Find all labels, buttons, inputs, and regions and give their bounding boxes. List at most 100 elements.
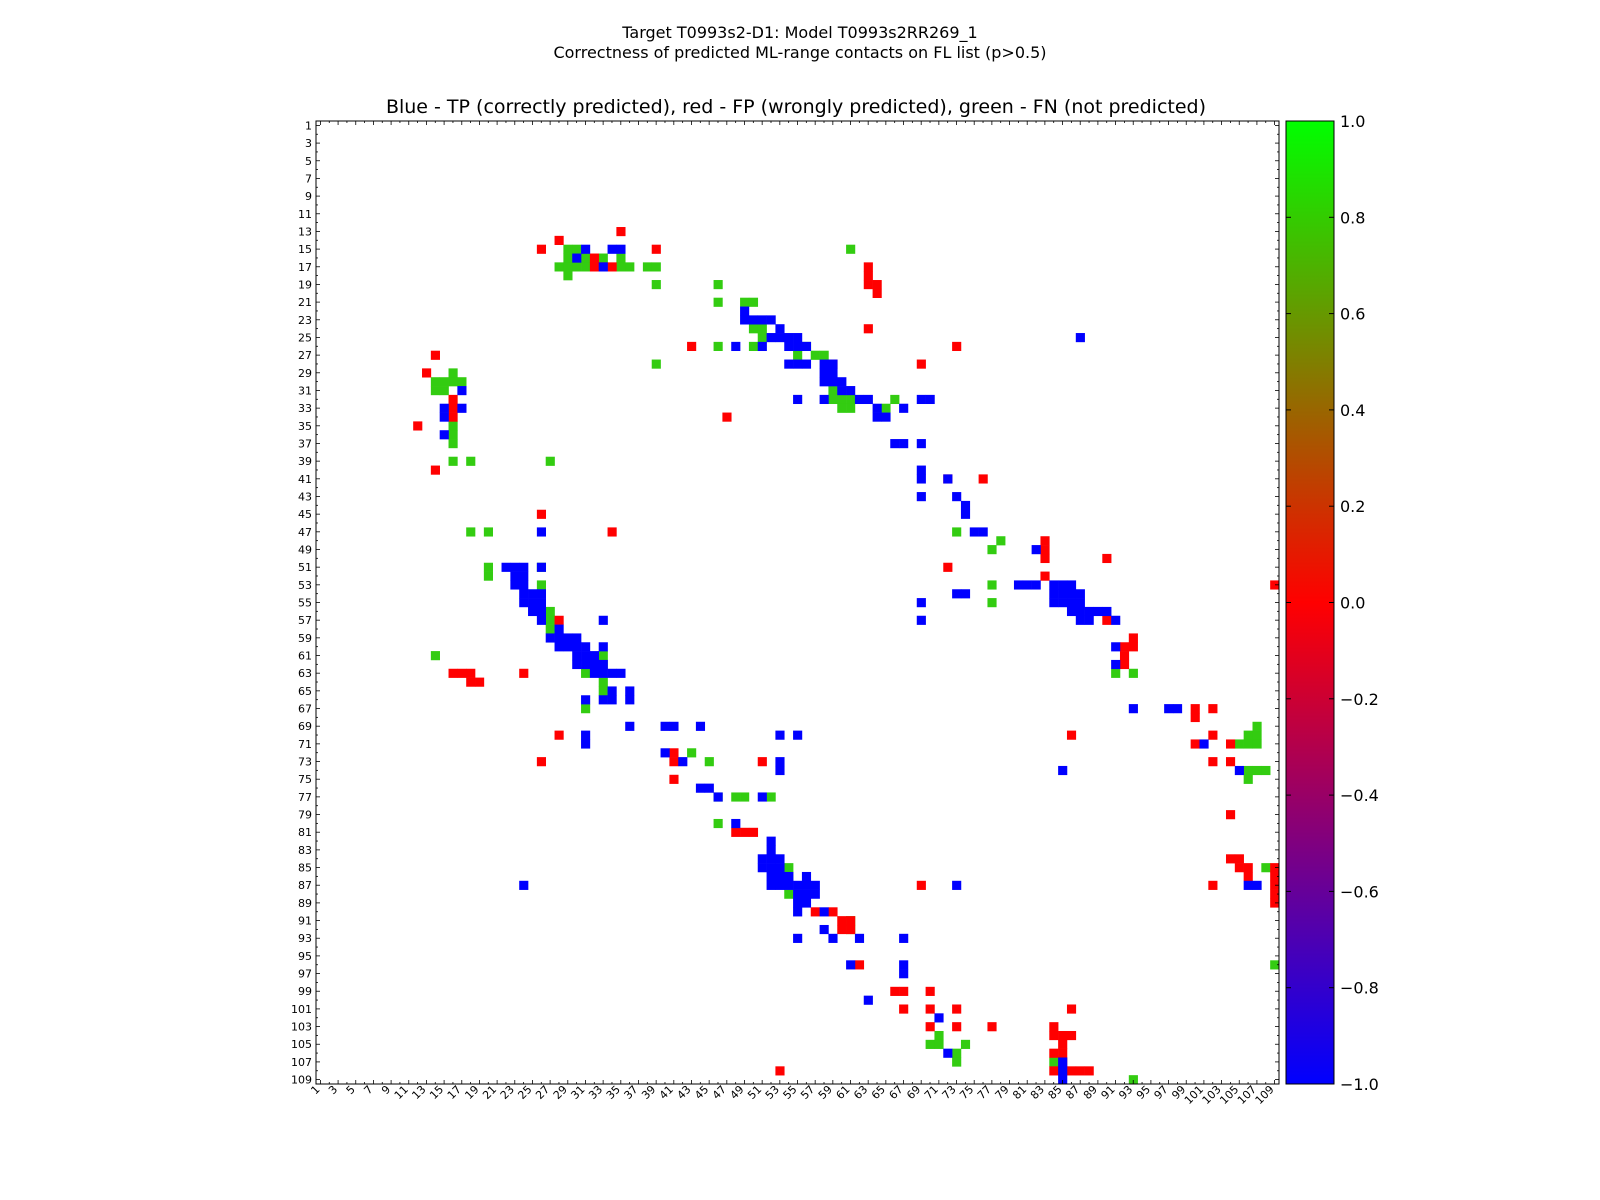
contact-cell-tp — [872, 403, 882, 413]
y-tick-label: 101 — [291, 1003, 312, 1016]
contact-cell-tp — [519, 589, 529, 599]
contact-cell-tp — [775, 324, 785, 334]
contact-cell-tp — [1066, 580, 1077, 590]
contact-cell-fp — [1270, 898, 1280, 908]
contact-cell-fn — [439, 377, 449, 387]
contact-cell-fp — [422, 368, 432, 378]
contact-cell-fn — [563, 244, 573, 254]
colorbar — [1285, 120, 1335, 1085]
contact-cell-fp — [448, 394, 458, 405]
contact-cell-fp — [413, 421, 423, 431]
contact-cell-tp — [793, 341, 803, 352]
contact-cell-tp — [925, 394, 935, 405]
contact-cell-tp — [731, 341, 741, 352]
contact-cell-fn — [1252, 730, 1262, 740]
contact-cell-fp — [846, 924, 856, 935]
contact-cell-tp — [801, 898, 812, 908]
contact-cell-tp — [731, 818, 741, 829]
contact-cell-fn — [439, 386, 449, 396]
contact-cell-tp — [607, 695, 617, 705]
contact-cell-fp — [1119, 642, 1130, 652]
x-tick-label: 37 — [622, 1083, 641, 1102]
contact-cell-fn — [545, 624, 555, 634]
contact-cell-tp — [899, 933, 909, 943]
contact-cell-tp — [1111, 642, 1121, 652]
contact-cell-fn — [563, 253, 573, 263]
contact-cell-tp — [801, 341, 812, 352]
contact-cell-fn — [1111, 668, 1121, 678]
x-tick-label: 85 — [1046, 1083, 1065, 1102]
x-tick-label: 97 — [1152, 1083, 1171, 1102]
contact-cell-fn — [828, 394, 838, 405]
contact-cell-fn — [448, 368, 458, 378]
y-tick-label: 65 — [298, 685, 312, 698]
contact-cell-fp — [430, 350, 440, 360]
contact-cell-fp — [687, 341, 697, 352]
contact-cell-fp — [1208, 757, 1218, 767]
contact-cell-tp — [1084, 606, 1094, 617]
contact-cell-fn — [651, 280, 661, 290]
contact-cell-tp — [846, 960, 856, 970]
contact-cell-tp — [1243, 880, 1253, 890]
contact-cell-tp — [519, 598, 529, 608]
contact-cell-fp — [1270, 580, 1280, 590]
contact-cell-fn — [952, 527, 962, 537]
contact-cell-tp — [793, 889, 803, 899]
contact-cell-fp — [1128, 642, 1138, 652]
x-tick-label: 17 — [445, 1083, 464, 1102]
contact-cell-fp — [943, 562, 953, 572]
contact-cell-fn — [483, 527, 493, 537]
y-tick-label: 103 — [291, 1021, 312, 1034]
contact-cell-tp — [757, 341, 767, 352]
y-tick-label: 105 — [291, 1038, 312, 1051]
contact-cell-tp — [899, 439, 909, 449]
contact-cell-tp — [519, 571, 529, 581]
axis-ticks: 1133557799111113131515171719192121232325… — [291, 119, 1279, 1107]
contact-cell-fn — [448, 456, 458, 466]
contact-cell-tp — [960, 509, 971, 519]
contact-cell-fn — [1261, 863, 1271, 873]
contact-cell-tp — [536, 598, 547, 608]
contact-cell-fn — [466, 456, 476, 466]
contact-cell-fn — [448, 421, 458, 431]
x-tick-label: 91 — [1099, 1083, 1118, 1102]
contact-cell-tp — [916, 598, 926, 608]
contact-cell-fp — [1190, 712, 1200, 723]
contact-cell-fp — [554, 235, 564, 245]
contact-cell-tp — [625, 686, 635, 696]
contact-cell-fn — [713, 280, 723, 290]
contact-cell-tp — [1058, 1057, 1068, 1067]
y-tick-label: 57 — [298, 614, 312, 627]
contact-cell-tp — [625, 695, 635, 705]
contact-cell-tp — [775, 730, 785, 740]
contact-cell-tp — [1022, 580, 1032, 590]
chart-title: Blue - TP (correctly predicted), red - F… — [386, 96, 1206, 118]
contact-cell-tp — [528, 598, 538, 608]
contact-cell-fp — [1058, 1039, 1068, 1049]
contact-cell-fn — [1234, 739, 1244, 749]
contact-cell-fn — [1243, 739, 1253, 749]
contact-cell-tp — [766, 880, 776, 890]
contact-cell-fn — [987, 580, 997, 590]
contact-cell-tp — [757, 854, 767, 864]
contact-cell-tp — [1075, 589, 1085, 599]
contact-cell-fp — [978, 474, 988, 484]
x-tick-label: 51 — [745, 1083, 764, 1102]
x-tick-label: 87 — [1063, 1083, 1082, 1102]
contact-cell-tp — [1031, 580, 1041, 590]
contact-cell-fp — [731, 827, 741, 837]
contact-cell-tp — [828, 933, 838, 943]
x-tick-label: 41 — [657, 1083, 676, 1102]
contact-cell-fp — [1225, 854, 1236, 864]
contact-cell-fp — [828, 907, 838, 917]
contact-cell-tp — [1111, 659, 1121, 670]
contact-cell-tp — [960, 500, 971, 511]
x-tick-label: 29 — [551, 1083, 570, 1102]
contact-cell-tp — [669, 721, 679, 731]
contact-cell-tp — [828, 377, 838, 387]
contact-cell-tp — [581, 659, 591, 670]
contact-cell-tp — [1093, 606, 1103, 617]
contact-cell-fn — [448, 439, 458, 449]
contact-cell-fp — [890, 986, 900, 996]
contact-cell-fn — [581, 668, 591, 678]
